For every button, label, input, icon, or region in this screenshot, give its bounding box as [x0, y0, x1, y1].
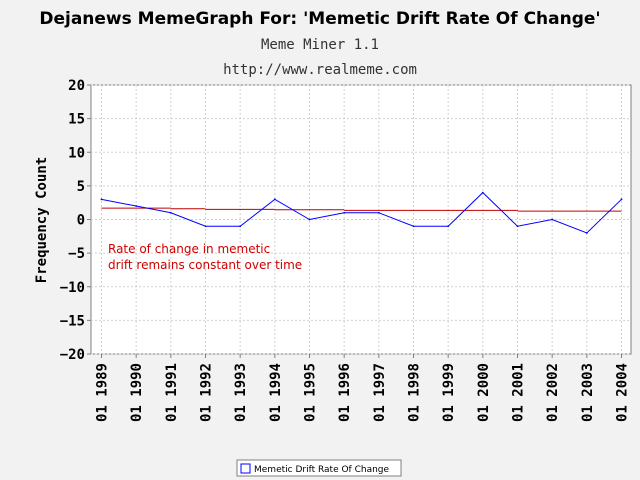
x-tick-label: 01 1997 [372, 363, 388, 422]
y-tick-label: −15 [60, 313, 85, 329]
data-point [239, 225, 242, 228]
x-tick-label: 01 1996 [337, 363, 353, 422]
legend-swatch [240, 463, 251, 474]
data-point [204, 225, 207, 228]
y-tick-label: −20 [60, 347, 85, 363]
x-tick-label: 01 1999 [441, 363, 457, 422]
data-point [516, 225, 519, 228]
data-point [169, 211, 172, 214]
data-point [447, 225, 450, 228]
y-tick-label: 10 [68, 145, 85, 161]
annotation-line-2: drift remains constant over time [108, 258, 302, 272]
data-point [273, 198, 276, 201]
legend-label: Memetic Drift Rate Of Change [254, 465, 390, 475]
y-axis-ticks: 20 15 10 5 0 −5 −10 −15 −20 [60, 78, 91, 363]
data-point [100, 198, 103, 201]
x-tick-label: 01 2001 [511, 363, 527, 422]
y-tick-label: 0 [77, 213, 85, 229]
y-tick-label: 20 [68, 78, 85, 94]
series-polyline [101, 191, 622, 234]
data-point [135, 205, 138, 207]
data-point [412, 225, 415, 228]
y-tick-label: 5 [77, 179, 85, 195]
trend-line [101, 207, 622, 212]
data-point [481, 191, 484, 194]
chart-subtitle-version: Meme Miner 1.1 [261, 37, 379, 53]
x-tick-label: 01 2004 [615, 363, 631, 422]
x-tick-label: 01 2003 [580, 363, 596, 422]
x-tick-label: 01 1991 [164, 363, 180, 422]
x-tick-label: 01 1990 [129, 363, 145, 422]
x-tick-label: 01 1992 [199, 363, 215, 422]
data-point [343, 211, 346, 214]
x-tick-label: 01 1995 [303, 363, 319, 422]
y-axis-label: Frequency Count [34, 157, 50, 283]
legend-box [236, 459, 402, 477]
x-tick-label: 01 1994 [268, 363, 284, 422]
x-tick-label: 01 2000 [476, 363, 492, 422]
grid-lines [91, 84, 631, 355]
y-tick-label: 15 [68, 112, 85, 128]
chart-subtitle-url: http://www.realmeme.com [223, 62, 417, 78]
x-axis-ticks: 01 1989 01 1990 01 1991 01 1992 01 1993 01 19… [95, 354, 631, 422]
annotation-line-1: Rate of change in memetic [108, 242, 270, 256]
series-line [100, 191, 623, 234]
x-tick-label: 01 1998 [407, 363, 423, 422]
data-point [377, 211, 380, 214]
x-tick-label: 01 2002 [545, 363, 561, 422]
y-tick-label: −10 [60, 280, 85, 296]
x-tick-label: 01 1993 [233, 363, 249, 422]
x-tick-label: 01 1989 [95, 363, 111, 422]
data-point [585, 232, 588, 234]
data-point [620, 198, 623, 201]
y-tick-label: −5 [68, 246, 85, 262]
chart-title: Dejanews MemeGraph For: 'Memetic Drift R… [39, 9, 600, 29]
data-point [308, 218, 311, 221]
data-point [551, 218, 554, 221]
legend: Memetic Drift Rate Of Change [236, 459, 402, 477]
